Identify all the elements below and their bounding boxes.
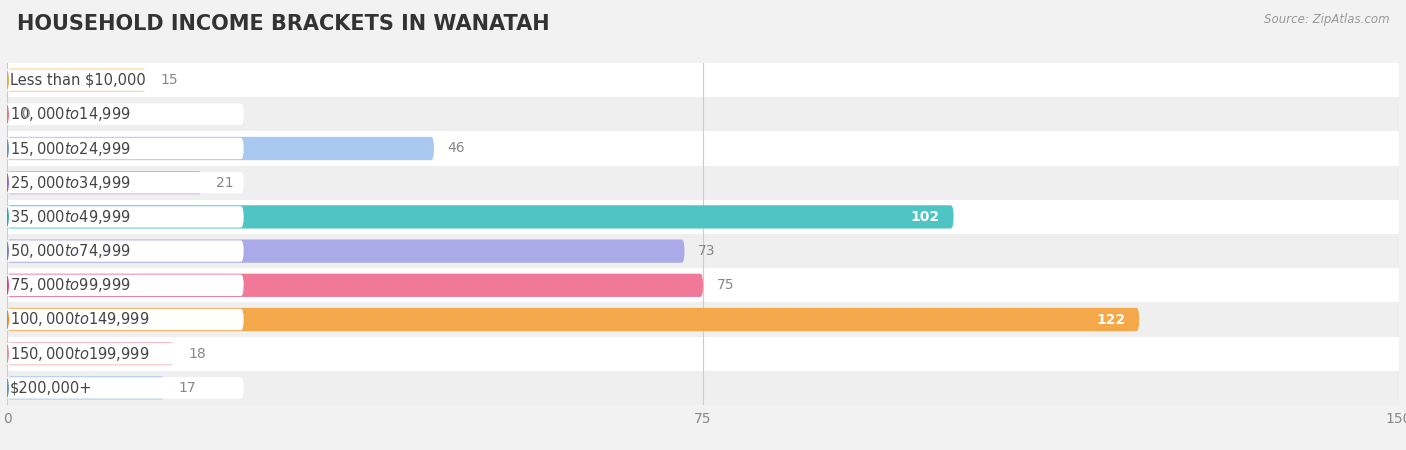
Text: 73: 73: [699, 244, 716, 258]
FancyBboxPatch shape: [7, 308, 1139, 331]
Text: 21: 21: [217, 176, 233, 190]
FancyBboxPatch shape: [7, 171, 202, 194]
Circle shape: [3, 240, 8, 262]
Text: $15,000 to $24,999: $15,000 to $24,999: [10, 140, 131, 158]
Bar: [7, 131, 1399, 166]
Text: $10,000 to $14,999: $10,000 to $14,999: [10, 105, 131, 123]
Text: $50,000 to $74,999: $50,000 to $74,999: [10, 242, 131, 260]
Text: 46: 46: [447, 141, 465, 156]
FancyBboxPatch shape: [7, 137, 434, 160]
FancyBboxPatch shape: [3, 240, 243, 262]
Bar: [7, 371, 1399, 405]
FancyBboxPatch shape: [3, 343, 243, 364]
Text: 122: 122: [1095, 312, 1125, 327]
Bar: [7, 97, 1399, 131]
FancyBboxPatch shape: [3, 309, 243, 330]
Text: $100,000 to $149,999: $100,000 to $149,999: [10, 310, 149, 328]
Text: 18: 18: [188, 346, 205, 361]
Text: Source: ZipAtlas.com: Source: ZipAtlas.com: [1264, 14, 1389, 27]
Circle shape: [3, 206, 8, 228]
Text: 17: 17: [179, 381, 197, 395]
Text: 15: 15: [160, 73, 177, 87]
FancyBboxPatch shape: [3, 172, 243, 194]
Bar: [7, 337, 1399, 371]
Circle shape: [3, 343, 8, 364]
Circle shape: [3, 274, 8, 296]
Text: $35,000 to $49,999: $35,000 to $49,999: [10, 208, 131, 226]
FancyBboxPatch shape: [7, 239, 685, 263]
Bar: [7, 268, 1399, 302]
Text: $150,000 to $199,999: $150,000 to $199,999: [10, 345, 149, 363]
Text: Less than $10,000: Less than $10,000: [10, 72, 146, 88]
FancyBboxPatch shape: [3, 206, 243, 228]
Circle shape: [3, 172, 8, 194]
FancyBboxPatch shape: [7, 274, 703, 297]
FancyBboxPatch shape: [3, 274, 243, 296]
Circle shape: [3, 138, 8, 159]
Bar: [7, 234, 1399, 268]
FancyBboxPatch shape: [7, 376, 165, 400]
Text: 102: 102: [911, 210, 939, 224]
Circle shape: [3, 69, 8, 91]
Text: $200,000+: $200,000+: [10, 380, 93, 396]
Circle shape: [3, 104, 8, 125]
Text: $25,000 to $34,999: $25,000 to $34,999: [10, 174, 131, 192]
Text: HOUSEHOLD INCOME BRACKETS IN WANATAH: HOUSEHOLD INCOME BRACKETS IN WANATAH: [17, 14, 550, 33]
Bar: [7, 166, 1399, 200]
Circle shape: [3, 309, 8, 330]
FancyBboxPatch shape: [7, 342, 174, 365]
FancyBboxPatch shape: [7, 68, 146, 92]
FancyBboxPatch shape: [3, 69, 243, 91]
Circle shape: [3, 377, 8, 399]
FancyBboxPatch shape: [3, 138, 243, 159]
FancyBboxPatch shape: [7, 205, 953, 229]
Bar: [7, 200, 1399, 234]
Text: 75: 75: [717, 278, 734, 293]
Text: 0: 0: [21, 107, 30, 122]
Bar: [7, 302, 1399, 337]
FancyBboxPatch shape: [3, 104, 243, 125]
Text: $75,000 to $99,999: $75,000 to $99,999: [10, 276, 131, 294]
FancyBboxPatch shape: [3, 377, 243, 399]
Bar: [7, 63, 1399, 97]
